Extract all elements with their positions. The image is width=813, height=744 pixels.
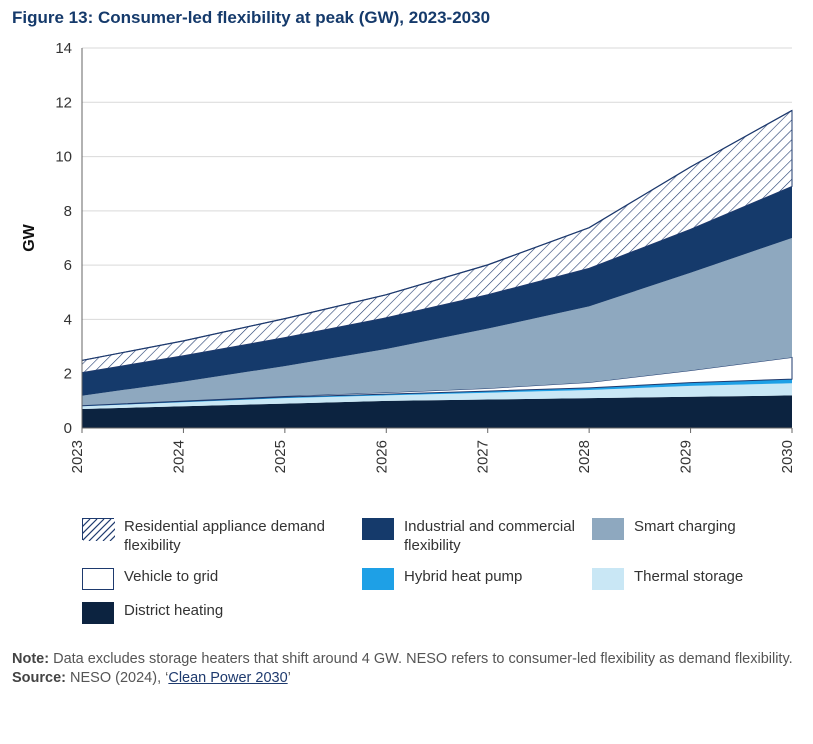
note-label: Note: <box>12 651 49 667</box>
svg-text:14: 14 <box>55 40 72 57</box>
legend-swatch <box>82 568 114 590</box>
svg-text:12: 12 <box>55 94 72 111</box>
svg-text:4: 4 <box>64 311 72 328</box>
chart-container: 0 2 4 6 8 10 12 14 2023 2024 2025 2026 2027 2028 2029 2… <box>12 38 802 508</box>
legend: Residential appliance demand flexibility… <box>12 508 801 634</box>
legend-item-ind_comm_flex: Industrial and commercial flexibility <box>362 518 592 556</box>
legend-swatch <box>362 518 394 540</box>
source-label: Source: <box>12 670 66 686</box>
svg-text:2028: 2028 <box>576 440 593 473</box>
source-line: Source: NESO (2024), ‘Clean Power 2030’ <box>12 669 801 689</box>
legend-label: Hybrid heat pump <box>404 568 522 587</box>
note-text: Data excludes storage heaters that shift… <box>49 651 793 667</box>
svg-text:2026: 2026 <box>373 440 390 473</box>
svg-text:GW: GW <box>21 223 38 251</box>
legend-item-district_heating: District heating <box>82 602 362 624</box>
note-line: Note: Data excludes storage heaters that… <box>12 650 801 670</box>
legend-swatch <box>82 602 114 624</box>
svg-text:2023: 2023 <box>69 440 86 473</box>
svg-text:2027: 2027 <box>475 440 492 473</box>
source-prefix: NESO (2024), ‘ <box>66 670 168 686</box>
legend-label: Residential appliance demand flexibility <box>124 518 362 556</box>
svg-text:2: 2 <box>64 366 72 383</box>
legend-item-smart_charging: Smart charging <box>592 518 792 556</box>
legend-label: Vehicle to grid <box>124 568 218 587</box>
figure-title: Figure 13: Consumer-led flexibility at p… <box>12 8 801 28</box>
legend-item-thermal_storage: Thermal storage <box>592 568 792 590</box>
svg-text:0: 0 <box>64 420 72 437</box>
svg-text:2029: 2029 <box>678 440 695 473</box>
legend-item-hybrid_heat_pump: Hybrid heat pump <box>362 568 592 590</box>
svg-text:2025: 2025 <box>272 440 289 473</box>
svg-text:2030: 2030 <box>779 440 796 473</box>
source-suffix: ’ <box>288 670 291 686</box>
legend-label: District heating <box>124 602 223 621</box>
footnotes: Note: Data excludes storage heaters that… <box>12 650 801 689</box>
svg-text:10: 10 <box>55 149 72 166</box>
source-link[interactable]: Clean Power 2030 <box>168 670 287 686</box>
legend-label: Industrial and commercial flexibility <box>404 518 592 556</box>
legend-swatch <box>362 568 394 590</box>
legend-item-res_appliance_flex: Residential appliance demand flexibility <box>82 518 362 556</box>
svg-text:6: 6 <box>64 257 72 274</box>
stacked-area-chart: 0 2 4 6 8 10 12 14 2023 2024 2025 2026 2027 2028 2029 2… <box>12 38 802 508</box>
svg-text:8: 8 <box>64 203 72 220</box>
legend-label: Smart charging <box>634 518 736 537</box>
legend-label: Thermal storage <box>634 568 743 587</box>
legend-swatch <box>82 518 114 540</box>
legend-swatch <box>592 518 624 540</box>
legend-swatch <box>592 568 624 590</box>
svg-text:2024: 2024 <box>170 440 187 473</box>
legend-item-vehicle_to_grid: Vehicle to grid <box>82 568 362 590</box>
